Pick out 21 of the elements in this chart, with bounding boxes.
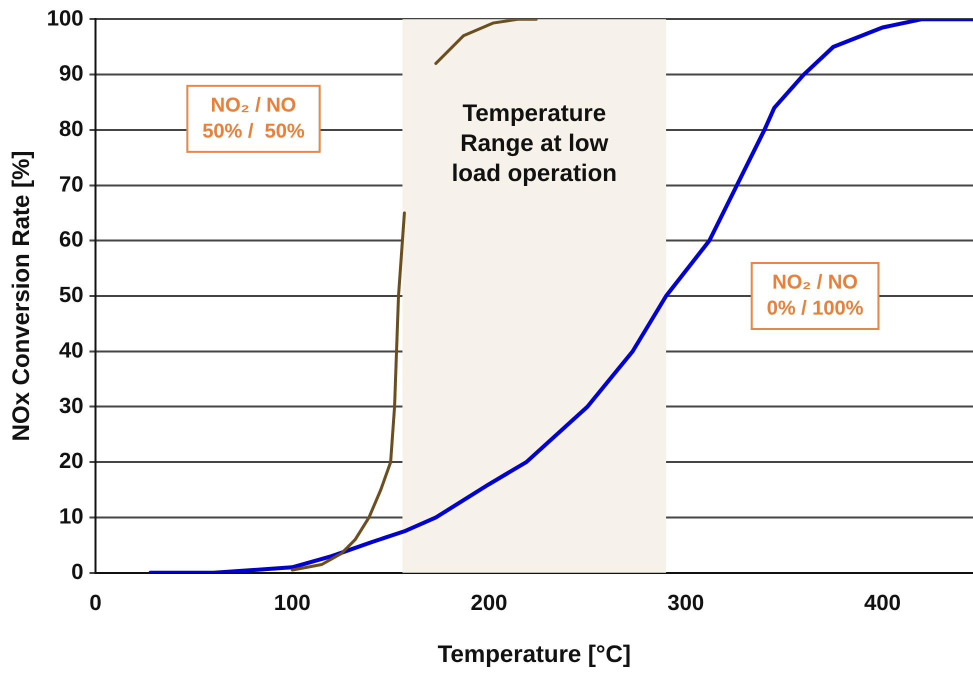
x-tick-label: 200 — [470, 590, 508, 616]
y-tick-label: 80 — [59, 116, 84, 141]
y-axis-title: NOx Conversion Rate [%] — [8, 150, 36, 442]
y-tick-label: 30 — [59, 392, 84, 418]
y-tick-label: 10 — [59, 504, 84, 529]
y-tick-label: 50 — [59, 282, 84, 308]
y-tick-label: 20 — [59, 448, 84, 474]
annotation: NO₂ / NO 50% / 50% — [202, 94, 305, 142]
x-tick-label: 0 — [89, 590, 102, 616]
x-tick-label: 300 — [667, 590, 704, 616]
x-axis-title: Temperature [°C] — [438, 641, 631, 668]
y-tick-label: 70 — [59, 171, 84, 196]
annotation: NO₂ / NO 0% / 100% — [766, 272, 864, 320]
y-tick-label: 40 — [59, 337, 84, 362]
y-tick-label: 60 — [59, 226, 84, 252]
y-tick-label: 0 — [71, 558, 84, 584]
x-tick-label: 400 — [864, 590, 901, 616]
band-label: Temperature Range at low load operation — [452, 100, 617, 187]
y-tick-label: 100 — [46, 5, 84, 30]
x-tick-label: 100 — [274, 590, 311, 616]
y-tick-label: 90 — [59, 60, 84, 86]
